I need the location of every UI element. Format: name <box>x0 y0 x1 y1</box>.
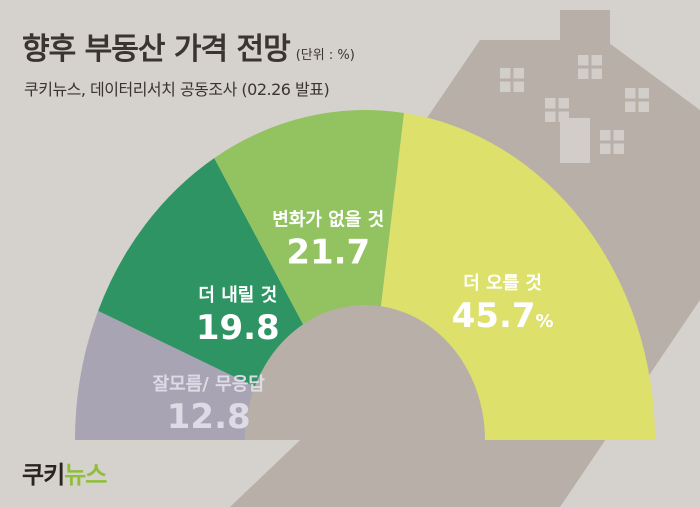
slice-value-label: 19.8 <box>196 308 280 348</box>
slice-label: 더 내릴 것 <box>198 284 277 306</box>
logo-accent: 뉴스 <box>64 461 107 489</box>
logo-main: 쿠키 <box>22 461 65 489</box>
slice-label: 더 오를 것 <box>463 273 542 294</box>
chart-title: 향후 부동산 가격 전망 <box>22 32 291 67</box>
slice-value-label: 21.7 <box>286 233 370 273</box>
title-block: 향후 부동산 가격 전망 (단위 : %) <box>22 24 355 68</box>
slice-value-label: 12.8 <box>167 397 251 437</box>
brand-logo: 쿠키뉴스 <box>22 455 107 490</box>
unit-label: (단위 : %) <box>295 48 355 63</box>
slice-label: 잘모름/ 무응답 <box>153 374 266 395</box>
chart-subtitle: 쿠키뉴스, 데이터리서치 공동조사 (02.26 발표) <box>24 80 330 99</box>
slice-label: 변화가 없을 것 <box>272 210 384 231</box>
chart-center-hub <box>245 305 485 440</box>
